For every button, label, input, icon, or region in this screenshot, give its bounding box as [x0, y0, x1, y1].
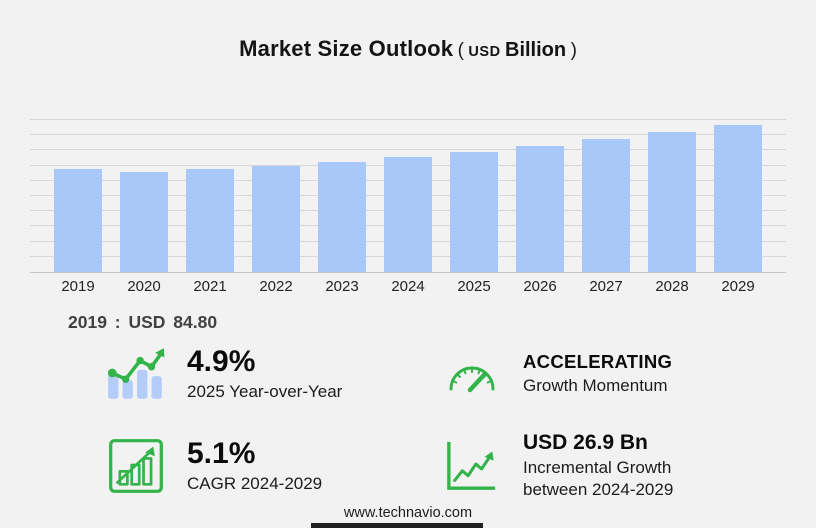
x-tick-2022: 2022 — [259, 278, 293, 295]
bar-2020 — [120, 171, 168, 272]
stat-cagr-label: CAGR 2024-2029 — [187, 473, 323, 493]
title-paren-close: ) — [570, 40, 577, 61]
stat-momentum-value: ACCELERATING — [523, 351, 673, 373]
bar-chart-plot — [30, 119, 786, 273]
x-tick-2028: 2028 — [655, 278, 689, 295]
stat-momentum: ACCELERATING Growth Momentum — [439, 352, 769, 396]
bottom-bar — [311, 523, 483, 528]
x-tick-2019: 2019 — [61, 278, 95, 295]
x-tick-2023: 2023 — [325, 278, 359, 295]
gauge-icon — [439, 352, 505, 396]
bar-2023 — [318, 161, 366, 272]
x-tick-2025: 2025 — [457, 278, 491, 295]
stats-grid: 4.9% 2025 Year-over-Year — [103, 341, 769, 499]
stat-cagr-value: 5.1% — [187, 437, 256, 471]
gridline — [30, 134, 786, 136]
x-tick-2029: 2029 — [721, 278, 755, 295]
stat-momentum-label: Growth Momentum — [523, 375, 668, 395]
bar-series — [30, 120, 786, 272]
stat-incremental-value: USD 26.9 Bn — [523, 431, 648, 455]
trend-up-icon — [439, 439, 505, 493]
stat-incremental-label: Incremental Growth between 2024-2029 — [523, 458, 674, 499]
page-title: Market Size Outlook ( USD Billion ) — [0, 36, 816, 62]
bar-2028 — [648, 132, 696, 272]
x-tick-2020: 2020 — [127, 278, 161, 295]
bar-2025 — [450, 151, 498, 272]
bar-2027 — [582, 139, 630, 272]
title-paren-open: ( — [457, 40, 464, 61]
x-axis-labels: 2019 2020 2021 2022 2023 2024 2025 2026 2027 2028… — [30, 278, 786, 295]
stat-cagr: 5.1% CAGR 2024-2029 — [103, 438, 439, 494]
stat-yoy-label: 2025 Year-over-Year — [187, 381, 343, 401]
bar-2019 — [54, 168, 102, 272]
x-tick-2024: 2024 — [391, 278, 425, 295]
bar-trend-icon — [103, 346, 169, 402]
x-tick-2027: 2027 — [589, 278, 623, 295]
bar-2024 — [384, 157, 432, 272]
bar-2021 — [186, 168, 234, 272]
bar-2029 — [714, 124, 762, 272]
stat-yoy: 4.9% 2025 Year-over-Year — [103, 346, 439, 402]
title-text: Market Size Outlook — [239, 36, 454, 61]
bar-2022 — [252, 165, 300, 272]
bar-2026 — [516, 146, 564, 272]
growth-chart-icon — [103, 438, 169, 494]
stat-incremental: USD 26.9 Bn Incremental Growth between 2… — [439, 432, 769, 500]
x-tick-2021: 2021 — [193, 278, 227, 295]
website-link[interactable]: www.technavio.com — [343, 505, 473, 521]
base-year-note: 2019 : USD 84.80 — [68, 312, 218, 332]
gridline — [30, 149, 786, 151]
stat-yoy-value: 4.9% — [187, 345, 256, 379]
title-unit-word: Billion — [505, 39, 567, 61]
title-unit-currency: USD — [468, 44, 501, 60]
x-tick-2026: 2026 — [523, 278, 557, 295]
gridline — [30, 119, 786, 120]
